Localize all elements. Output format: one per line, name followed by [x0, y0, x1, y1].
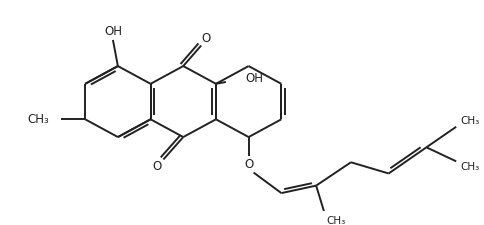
Text: CH₃: CH₃ — [459, 116, 479, 126]
Text: OH: OH — [104, 25, 121, 38]
Text: CH₃: CH₃ — [28, 113, 49, 126]
Text: CH₃: CH₃ — [325, 216, 345, 225]
Text: OH: OH — [245, 72, 263, 85]
Text: O: O — [201, 32, 210, 45]
Text: CH₃: CH₃ — [459, 162, 479, 172]
Text: O: O — [152, 160, 162, 173]
Text: O: O — [243, 158, 253, 171]
